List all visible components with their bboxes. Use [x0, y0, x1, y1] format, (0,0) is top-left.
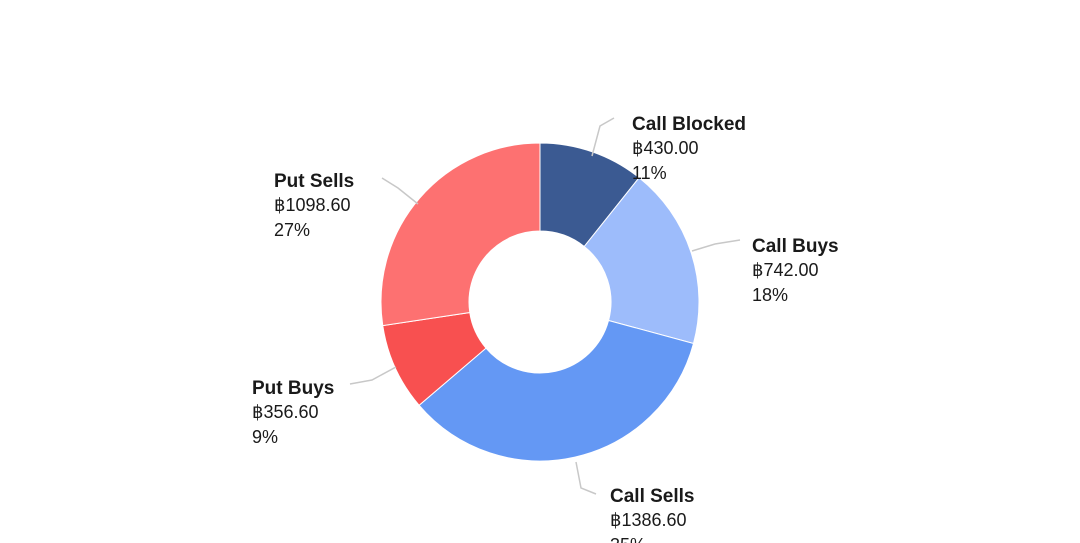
label-value-call-sells: ฿1386.60	[610, 510, 687, 530]
chart-labels: Call Blocked ฿430.00 11% Call Buys ฿742.00 18…	[252, 114, 839, 543]
label-name-call-sells: Call Sells	[610, 486, 695, 507]
label-name-call-buys: Call Buys	[752, 236, 839, 257]
label-value-call-buys: ฿742.00	[752, 260, 819, 280]
leader-line-call-blocked	[591, 117, 615, 157]
leader-line-call-sells	[575, 461, 597, 495]
leader-line-put-buys	[349, 366, 397, 385]
chart-leader-lines	[349, 117, 741, 495]
slice-call-buys[interactable]	[583, 176, 700, 345]
label-value-put-buys: ฿356.60	[252, 402, 319, 422]
label-value-put-sells: ฿1098.60	[274, 195, 351, 215]
label-percent-call-blocked: 11%	[632, 163, 667, 183]
leader-line-put-sells	[381, 177, 419, 205]
label-name-put-sells: Put Sells	[274, 171, 354, 192]
chart-slices	[380, 142, 700, 462]
label-percent-call-buys: 18%	[752, 285, 788, 305]
label-name-put-buys: Put Buys	[252, 378, 334, 399]
slice-put-sells[interactable]	[380, 142, 541, 327]
label-value-call-blocked: ฿430.00	[632, 138, 699, 158]
label-percent-put-buys: 9%	[252, 427, 278, 447]
label-percent-put-sells: 27%	[274, 220, 310, 240]
label-name-call-blocked: Call Blocked	[632, 114, 746, 135]
label-percent-call-sells: 35%	[610, 535, 646, 543]
leader-line-call-buys	[691, 239, 741, 252]
slice-call-sells[interactable]	[418, 319, 695, 462]
